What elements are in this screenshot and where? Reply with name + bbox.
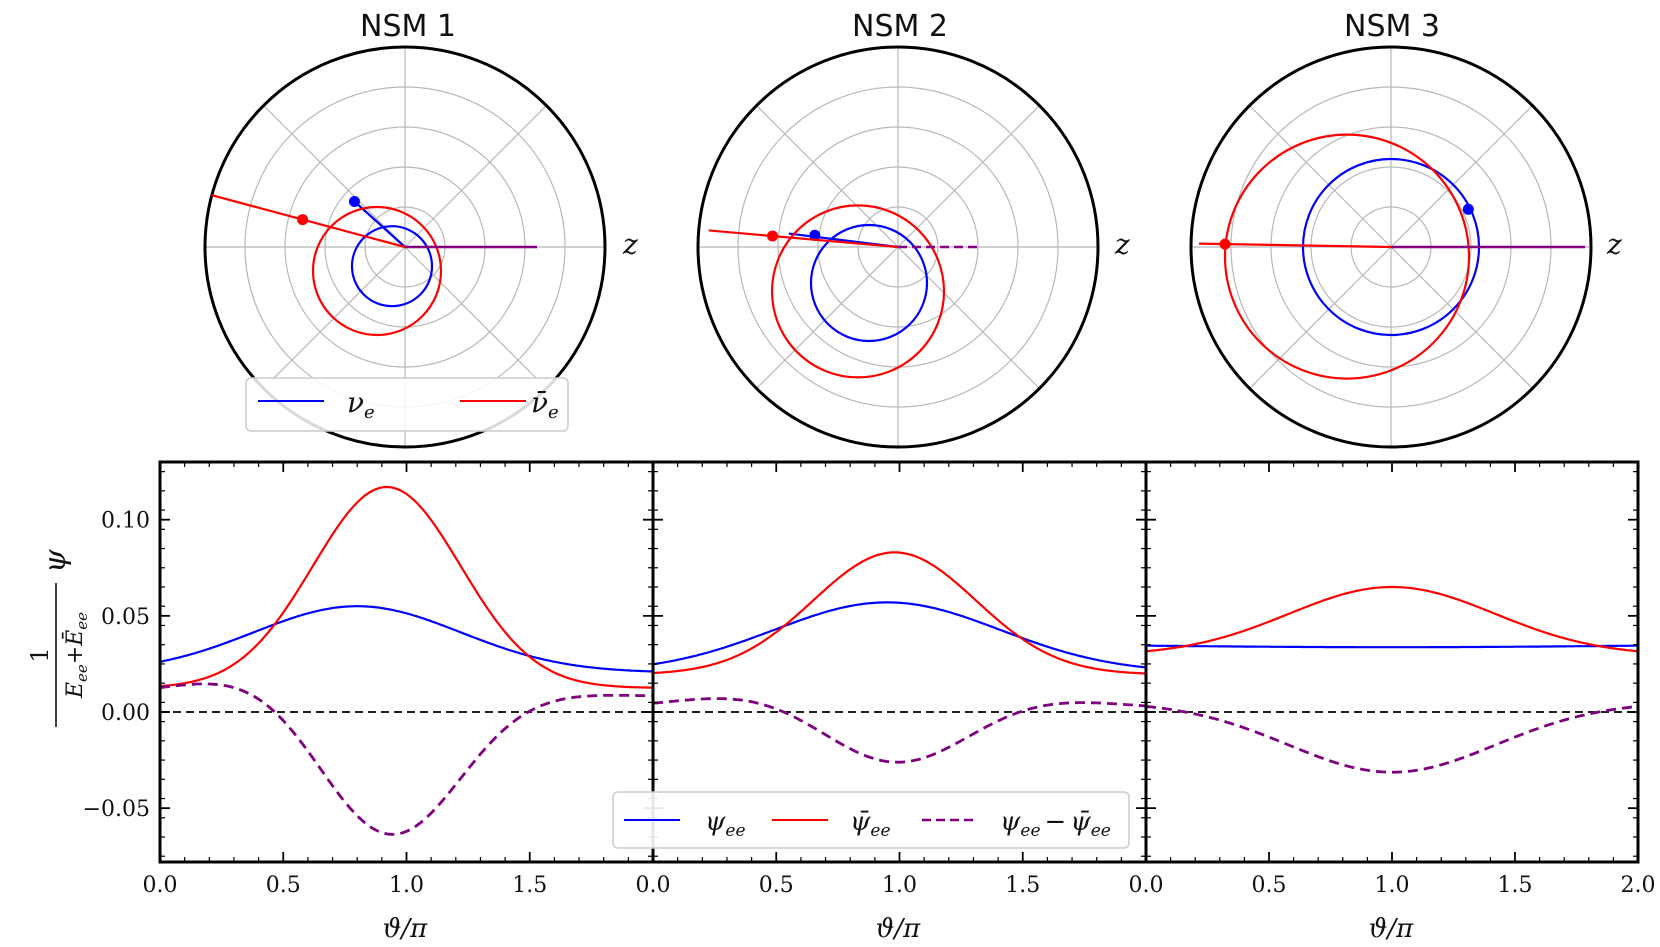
polar-grid-spoke: [1249, 246, 1392, 389]
x-tick-label: 1.5: [512, 873, 547, 898]
x-tick-label: 0.5: [266, 873, 301, 898]
polar-marker-nu-e: [809, 229, 821, 241]
polar-marker-nu-e: [1462, 203, 1474, 215]
polar-axis-label-z-1: z: [622, 228, 638, 261]
x-tick-label: 0.0: [636, 873, 671, 898]
polar-title-nsm1: NSM 1: [360, 9, 456, 44]
series-line-psi-ee-bar: [159, 485, 654, 689]
y-tick-label: 0.10: [101, 509, 150, 534]
line-panel-nsm1: [159, 485, 654, 836]
polar-panel-nsm2: [696, 45, 1100, 449]
polar-grid-spoke: [756, 105, 899, 248]
series-line-psi-ee: [159, 605, 654, 673]
x-tick-label: 2.0: [1621, 873, 1656, 898]
panel-frame: [1144, 460, 1640, 864]
x-tick-label: 1.0: [882, 873, 917, 898]
x-tick-label: 1.0: [389, 873, 424, 898]
series-line-psi-ee-bar: [1145, 585, 1639, 653]
x-tick-label: 0.5: [759, 873, 794, 898]
polar-curve-nu-e-bar: [770, 204, 946, 379]
polar-grid-spoke: [1249, 105, 1392, 248]
y-label-psi: ψ: [38, 549, 73, 573]
polar-curve-nu-e-bar: [311, 205, 443, 337]
series-line-psi-ee-bar: [652, 551, 1147, 675]
polar-grid-spoke: [897, 246, 1040, 389]
polar-marker-nu-e-bar: [297, 214, 309, 226]
polar-grid-spoke: [263, 105, 406, 248]
x-tick-label: 0.0: [143, 873, 178, 898]
polar-grid-spoke: [1390, 105, 1533, 248]
polar-panel-nsm3: [1189, 45, 1593, 449]
polar-grid-spoke: [404, 105, 547, 248]
polar-ray-nu-e-bar: [211, 194, 406, 249]
legend-frame: [245, 377, 569, 432]
polar-marker-nu-e-bar: [1219, 238, 1231, 250]
x-tick-label: 0.5: [1252, 873, 1287, 898]
polar-grid-spoke: [404, 246, 547, 389]
lines-legend: ψee ψ̄ee ψee − ψ̄ee: [612, 791, 1130, 849]
polar-axis-label-z-3: z: [1606, 228, 1622, 261]
y-axis-label: 1 Eee+Ēee ψ: [26, 549, 91, 727]
y-tick-label: 0.05: [101, 605, 150, 630]
x-axis-label-3: ϑ/π: [1369, 914, 1414, 944]
legend-label-nu-e: νe: [347, 386, 375, 423]
y-label-denominator: Eee+Ēee: [62, 612, 91, 699]
x-tick-label: 1.5: [1005, 873, 1040, 898]
y-tick-label: 0.00: [101, 701, 150, 726]
panel-frame: [158, 460, 655, 864]
legend-frame-bottom: [612, 791, 1130, 849]
polar-marker-nu-e-bar: [766, 230, 778, 242]
polar-marker-nu-e: [348, 195, 360, 207]
polar-curve-nu-e-bar: [1223, 133, 1471, 380]
series-line-difference: [159, 682, 653, 836]
polar-title-nsm2: NSM 2: [852, 9, 948, 44]
legend-label-psi-ee: ψee: [705, 807, 746, 841]
axis-ticks: 0.10 0.05 0.00 −0.05 0.0 0.5 1.0 1.5 0.0 0.5 1.0 1.…: [83, 462, 1656, 898]
x-axis-label-1: ϑ/π: [383, 914, 428, 944]
polar-outer-frame: [696, 45, 1100, 449]
series-line-psi-ee: [1146, 644, 1638, 649]
polar-grid-spoke: [897, 105, 1040, 248]
polar-curve-nu-e: [809, 223, 929, 343]
series-line-psi-ee: [652, 601, 1147, 669]
polar-axis-label-z-2: z: [1114, 228, 1130, 261]
legend-label-nu-e-bar: ν̄e: [531, 386, 559, 423]
polar-ray-nu-e-bar: [708, 229, 899, 249]
polar-curve-nu-e: [350, 225, 434, 308]
polar-outer-frame: [203, 45, 607, 449]
line-panel-nsm3: [1145, 585, 1639, 774]
y-tick-label: −0.05: [83, 797, 150, 822]
polar-legend: νe ν̄e: [245, 377, 569, 432]
x-tick-label: 0.0: [1129, 873, 1164, 898]
polar-title-nsm3: NSM 3: [1344, 9, 1440, 44]
series-line-difference: [652, 697, 1147, 764]
polar-outer-frame: [1189, 45, 1593, 449]
x-tick-label: 1.5: [1498, 873, 1533, 898]
polar-ray-nu-e-bar: [1199, 242, 1392, 249]
series-line-difference: [1145, 705, 1639, 774]
line-panel-nsm2: [652, 551, 1147, 764]
polar-grid-spoke: [756, 246, 899, 389]
legend-label-psi-ee-bar: ψ̄ee: [850, 807, 891, 841]
y-label-numerator: 1: [26, 647, 54, 662]
x-tick-label: 1.0: [1375, 873, 1410, 898]
polar-grid-spoke: [1390, 246, 1533, 389]
legend-label-difference: ψee − ψ̄ee: [1000, 807, 1111, 841]
x-axis-label-2: ϑ/π: [876, 914, 921, 944]
